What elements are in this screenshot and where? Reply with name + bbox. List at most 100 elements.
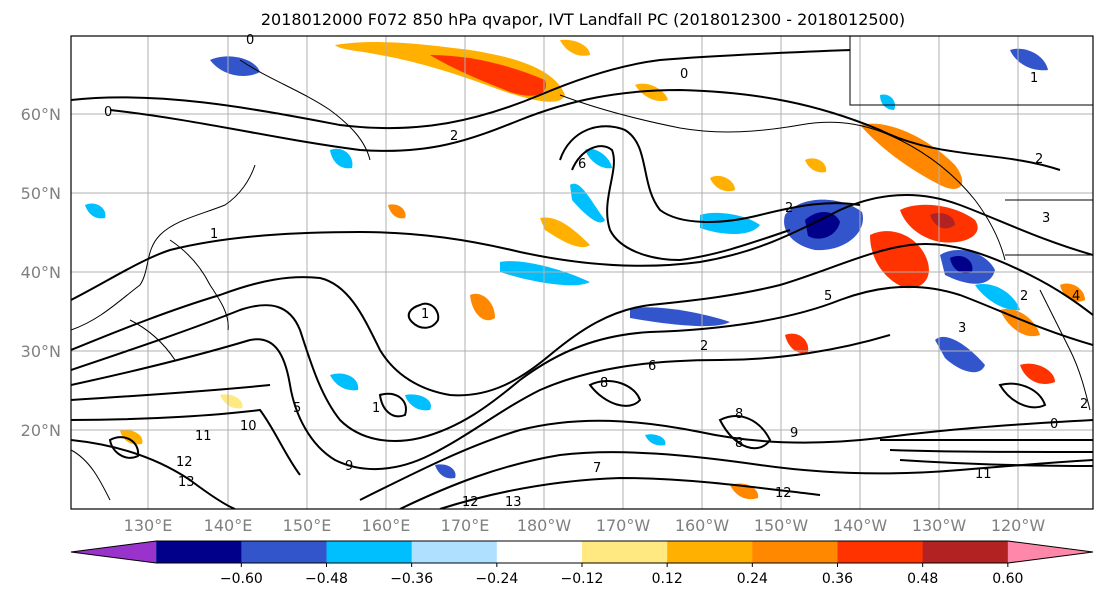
negative-anomaly [330, 148, 353, 169]
negative-anomaly [975, 284, 1020, 311]
lon-label: 170°E [441, 516, 490, 535]
contour-label: 1 [421, 307, 429, 322]
contour-label: 9 [790, 426, 798, 441]
contour-label: 0 [1050, 417, 1058, 432]
contour-label: 13 [178, 475, 195, 490]
negative-anomaly [880, 94, 896, 110]
negative-anomaly [435, 464, 456, 479]
negative-anomaly [935, 336, 985, 373]
contour-label: 12 [775, 486, 792, 501]
latitude-labels: 60°N 50°N 40°N 30°N 20°N [21, 105, 61, 440]
contour-label: 9 [345, 459, 353, 474]
colorbar-segment [156, 541, 242, 563]
contour-label: 6 [578, 157, 586, 172]
contour-label: 7 [593, 461, 601, 476]
contour-label: 11 [195, 429, 212, 444]
lon-label: 130°W [912, 516, 967, 535]
colorbar-segment [752, 541, 838, 563]
negative-anomaly [405, 394, 431, 411]
colorbar-segment [837, 541, 924, 563]
positive-anomaly [470, 293, 495, 321]
positive-anomaly-core [430, 55, 546, 96]
negative-anomaly-core [950, 255, 973, 274]
positive-anomaly [120, 429, 143, 445]
negative-anomaly [585, 148, 612, 169]
contour-label: 0 [680, 67, 688, 82]
negative-anomaly [645, 434, 666, 446]
contour-label: 8 [600, 376, 608, 391]
contour-label: 10 [240, 419, 257, 434]
lat-label: 30°N [21, 342, 61, 361]
colorbar-tick-label: −0.60 [220, 571, 263, 587]
colorbar-tick-label: 0.24 [737, 571, 768, 587]
positive-anomaly [635, 83, 668, 102]
colorbar-tick-label: 0.60 [992, 571, 1023, 587]
colorbar-segment [326, 541, 413, 563]
lat-label: 20°N [21, 421, 61, 440]
colorbar-tick-label: 0.36 [822, 571, 853, 587]
contour-label: 2 [700, 339, 708, 354]
colorbar-outline [70, 540, 1094, 564]
positive-anomaly [388, 204, 406, 219]
colorbar-tick-label: 0.12 [652, 571, 683, 587]
contour-label: 1 [210, 227, 218, 242]
lat-label: 60°N [21, 105, 61, 124]
contour-label: 4 [1072, 289, 1080, 304]
positive-anomaly [785, 333, 809, 354]
contour-label: 2 [1020, 289, 1028, 304]
negative-anomaly [85, 203, 106, 219]
contour-label: 8 [735, 407, 743, 422]
colorbar-segment [411, 541, 498, 563]
positive-anomaly [710, 175, 735, 192]
colorbar-segment [667, 541, 753, 563]
gridlines [71, 36, 1093, 509]
colorbar-segment [496, 541, 583, 563]
contour-label: 11 [975, 467, 992, 482]
colorbar-tick-label: −0.24 [475, 571, 518, 587]
colorbar-tick-label: −0.12 [561, 571, 604, 587]
lon-label: 160°W [675, 516, 730, 535]
negative-anomaly [500, 261, 590, 286]
lon-label: 140°W [833, 516, 888, 535]
contour-label: 2 [785, 201, 793, 216]
lon-label: 150°E [283, 516, 332, 535]
contour-label: 2 [1080, 397, 1088, 412]
contour-label: 12 [462, 495, 479, 510]
contour-label: 3 [1042, 211, 1050, 226]
ivt-contours [71, 49, 1093, 509]
negative-anomaly [330, 373, 359, 391]
longitude-labels: 130°E 140°E 150°E 160°E 170°E 180°W 170°… [124, 516, 1046, 535]
positive-anomaly [805, 158, 827, 173]
colorbar-segment [582, 541, 668, 563]
colorbar-segment [241, 541, 327, 563]
map-area: 0 0 1 2 6 2 8 10 11 12 13 12 9 7 8 2 3 5… [70, 33, 1094, 510]
contour-label: 1 [1030, 71, 1038, 86]
positive-anomaly-core [930, 213, 955, 229]
colorbar-tick-label: 0.48 [907, 571, 938, 587]
positive-anomaly [1020, 363, 1055, 385]
map-title: 2018012000 F072 850 hPa qvapor, IVT Land… [261, 10, 905, 29]
lat-label: 50°N [21, 184, 61, 203]
contour-label: 6 [648, 359, 656, 374]
qvapor-shading [85, 39, 1085, 500]
positive-anomaly [220, 394, 243, 409]
colorbar-tick-label: −0.36 [390, 571, 433, 587]
contour-label: 8 [735, 436, 743, 451]
colorbar: −0.60 −0.48 −0.36 −0.24 −0.12 0.12 0.24 0.36 0.4… [70, 540, 1094, 587]
contour-label: 2 [1035, 152, 1043, 167]
lon-label: 130°E [124, 516, 173, 535]
contour-label: 3 [958, 321, 966, 336]
negative-anomaly [630, 307, 730, 327]
lon-label: 120°W [991, 516, 1046, 535]
colorbar-tick-label: −0.48 [305, 571, 348, 587]
colorbar-segment [71, 541, 157, 563]
positive-anomaly [540, 217, 590, 248]
map-frame [70, 35, 1094, 510]
negative-anomaly [1010, 48, 1048, 71]
lon-label: 150°W [754, 516, 809, 535]
coastlines [71, 36, 1093, 501]
lon-label: 140°E [204, 516, 253, 535]
positive-anomaly [560, 39, 590, 56]
contour-label: 13 [505, 495, 522, 510]
lon-label: 170°W [596, 516, 651, 535]
